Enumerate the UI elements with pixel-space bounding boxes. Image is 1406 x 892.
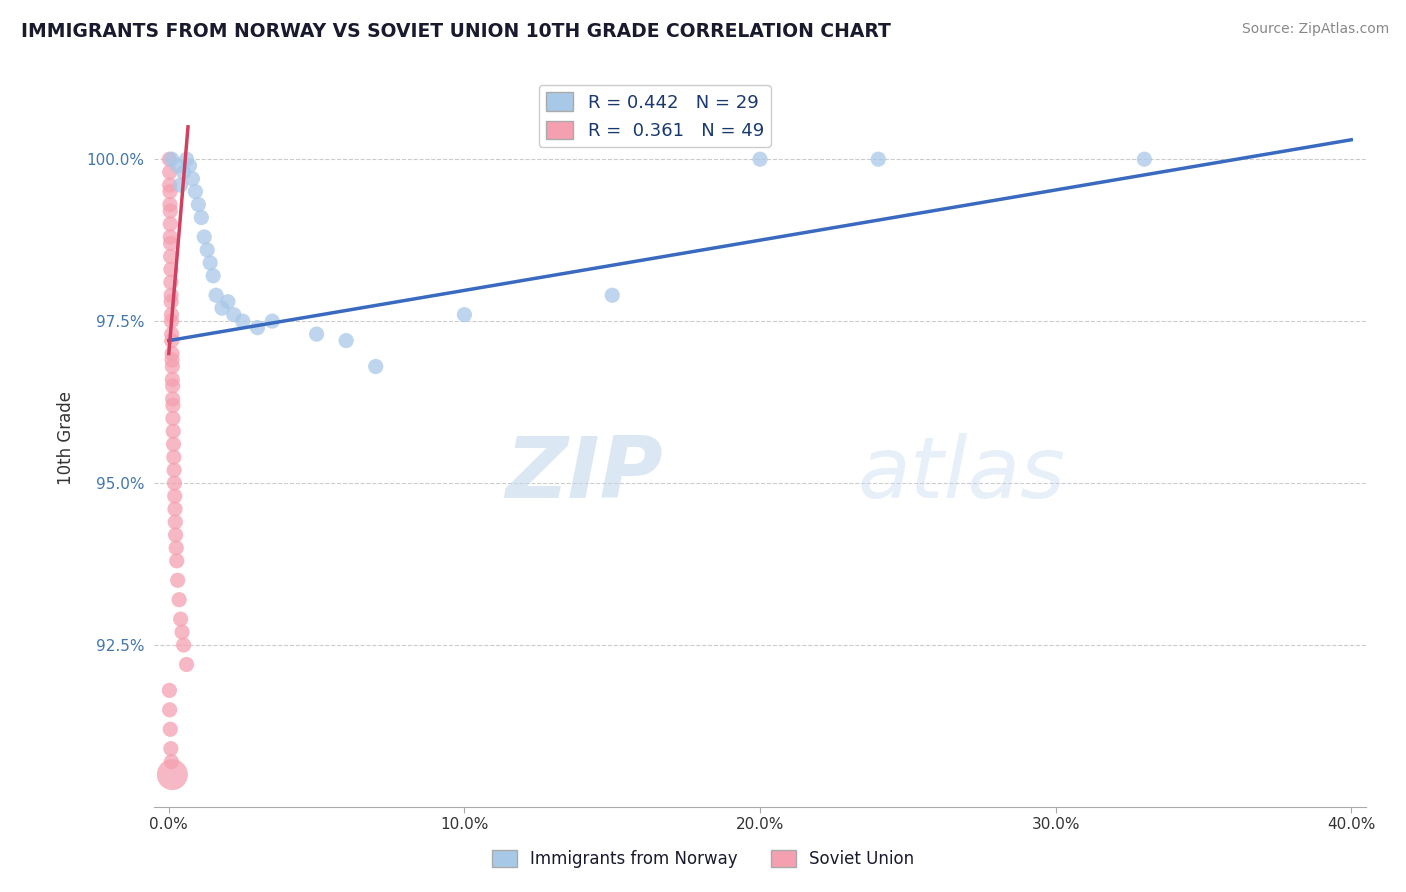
Point bbox=[232, 314, 254, 328]
Point bbox=[165, 528, 187, 542]
Point bbox=[160, 262, 183, 277]
Point bbox=[157, 152, 180, 166]
Point bbox=[222, 308, 245, 322]
Point bbox=[159, 217, 181, 231]
Point bbox=[163, 476, 186, 491]
Point bbox=[163, 502, 186, 516]
Point bbox=[176, 152, 198, 166]
Point bbox=[162, 424, 184, 438]
Point bbox=[160, 294, 183, 309]
Point bbox=[173, 638, 195, 652]
Point bbox=[198, 256, 221, 270]
Point bbox=[195, 243, 218, 257]
Point bbox=[600, 288, 623, 302]
Point bbox=[160, 314, 183, 328]
Point bbox=[187, 197, 209, 211]
Point bbox=[166, 574, 188, 588]
Point bbox=[160, 327, 183, 342]
Y-axis label: 10th Grade: 10th Grade bbox=[58, 391, 75, 484]
Point bbox=[160, 275, 183, 289]
Point bbox=[176, 657, 198, 672]
Point bbox=[166, 159, 188, 173]
Point bbox=[179, 159, 201, 173]
Text: ZIP: ZIP bbox=[505, 434, 664, 516]
Point bbox=[160, 152, 183, 166]
Point bbox=[159, 204, 181, 219]
Point bbox=[159, 703, 181, 717]
Point bbox=[160, 353, 183, 368]
Point bbox=[749, 152, 772, 166]
Point bbox=[162, 767, 184, 781]
Point bbox=[162, 392, 184, 406]
Text: atlas: atlas bbox=[858, 434, 1064, 516]
Point bbox=[159, 165, 181, 179]
Point bbox=[868, 152, 890, 166]
Point bbox=[181, 171, 204, 186]
Point bbox=[159, 249, 181, 263]
Legend: R = 0.442   N = 29, R =  0.361   N = 49: R = 0.442 N = 29, R = 0.361 N = 49 bbox=[538, 85, 770, 147]
Point bbox=[160, 288, 183, 302]
Point bbox=[162, 411, 184, 425]
Point bbox=[262, 314, 284, 328]
Point bbox=[165, 515, 187, 529]
Point bbox=[159, 236, 181, 251]
Point bbox=[160, 755, 183, 769]
Point bbox=[217, 294, 239, 309]
Point bbox=[193, 230, 215, 244]
Point bbox=[335, 334, 357, 348]
Point bbox=[167, 592, 190, 607]
Point bbox=[165, 541, 187, 555]
Point bbox=[159, 178, 181, 193]
Point bbox=[211, 301, 233, 316]
Point bbox=[190, 211, 212, 225]
Point bbox=[364, 359, 387, 374]
Text: IMMIGRANTS FROM NORWAY VS SOVIET UNION 10TH GRADE CORRELATION CHART: IMMIGRANTS FROM NORWAY VS SOVIET UNION 1… bbox=[21, 22, 891, 41]
Point bbox=[162, 379, 184, 393]
Point bbox=[159, 197, 181, 211]
Text: Source: ZipAtlas.com: Source: ZipAtlas.com bbox=[1241, 22, 1389, 37]
Point bbox=[160, 346, 183, 360]
Point bbox=[305, 327, 328, 342]
Point bbox=[172, 625, 194, 640]
Point bbox=[163, 463, 186, 477]
Point bbox=[163, 489, 186, 503]
Point bbox=[169, 178, 191, 193]
Point bbox=[159, 230, 181, 244]
Point bbox=[166, 554, 188, 568]
Point bbox=[159, 723, 181, 737]
Point bbox=[160, 334, 183, 348]
Point bbox=[205, 288, 228, 302]
Point bbox=[1133, 152, 1156, 166]
Point bbox=[162, 398, 184, 412]
Point bbox=[160, 308, 183, 322]
Point bbox=[169, 612, 191, 626]
Point bbox=[184, 185, 207, 199]
Legend: Immigrants from Norway, Soviet Union: Immigrants from Norway, Soviet Union bbox=[485, 843, 921, 875]
Point bbox=[162, 372, 184, 386]
Point bbox=[202, 268, 225, 283]
Point bbox=[246, 320, 269, 334]
Point bbox=[160, 741, 183, 756]
Point bbox=[159, 185, 181, 199]
Point bbox=[162, 359, 184, 374]
Point bbox=[162, 437, 184, 451]
Point bbox=[163, 450, 186, 465]
Point bbox=[157, 683, 180, 698]
Point bbox=[173, 165, 195, 179]
Point bbox=[453, 308, 475, 322]
